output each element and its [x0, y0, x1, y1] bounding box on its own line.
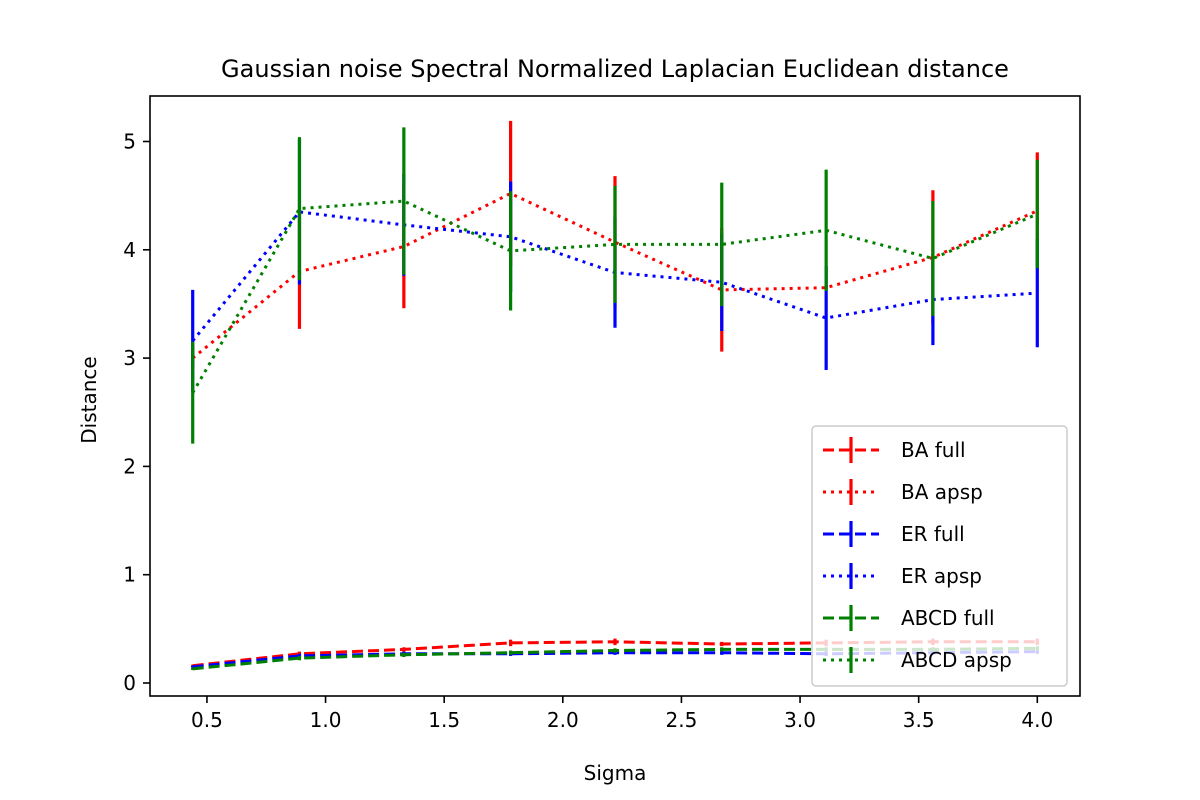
y-axis: 0 1 2 3 4 5 [123, 129, 150, 695]
legend-label: ER apsp [901, 564, 982, 588]
x-axis-label: Sigma [584, 761, 647, 785]
legend: BA full BA apsp ER full ER apsp ABCD full ABC… [811, 425, 1068, 687]
series-line [191, 199, 1038, 394]
x-tick-label: 2.0 [547, 708, 579, 732]
x-tick-label: 4.0 [1021, 708, 1053, 732]
y-axis-label: Distance [77, 356, 101, 443]
legend-item-er-full: ER full [823, 521, 965, 547]
series-abcd-apsp [191, 127, 1039, 444]
x-tick-label: 3.5 [903, 708, 935, 732]
legend-item-ba-full: BA full [823, 437, 966, 463]
plot-area [191, 120, 1039, 671]
y-tick-label: 0 [123, 671, 136, 695]
legend-label: ABCD apsp [901, 648, 1012, 672]
legend-box [811, 425, 1068, 687]
legend-item-ba-apsp: BA apsp [823, 479, 983, 505]
legend-item-abcd-apsp: ABCD apsp [823, 647, 1012, 673]
legend-label: BA apsp [901, 480, 983, 504]
legend-label: BA full [901, 438, 966, 462]
x-tick-label: 0.5 [191, 708, 223, 732]
x-tick-label: 1.5 [428, 708, 460, 732]
x-tick-label: 2.5 [666, 708, 698, 732]
y-tick-label: 5 [123, 129, 136, 153]
legend-label: ER full [901, 522, 965, 546]
legend-item-er-apsp: ER apsp [823, 563, 982, 589]
y-tick-label: 2 [123, 454, 136, 478]
legend-item-abcd-full: ABCD full [823, 605, 995, 631]
x-tick-label: 3.0 [784, 708, 816, 732]
y-tick-label: 3 [123, 346, 136, 370]
chart-title: Gaussian noise Spectral Normalized Lapla… [221, 55, 1009, 83]
y-tick-label: 4 [123, 238, 136, 262]
y-tick-label: 1 [123, 563, 136, 587]
plot-frame [149, 95, 1081, 697]
x-axis: 0.5 1.0 1.5 2.0 2.5 3.0 3.5 4.0 [191, 696, 1053, 732]
legend-label: ABCD full [901, 606, 995, 630]
x-tick-label: 1.0 [310, 708, 342, 732]
